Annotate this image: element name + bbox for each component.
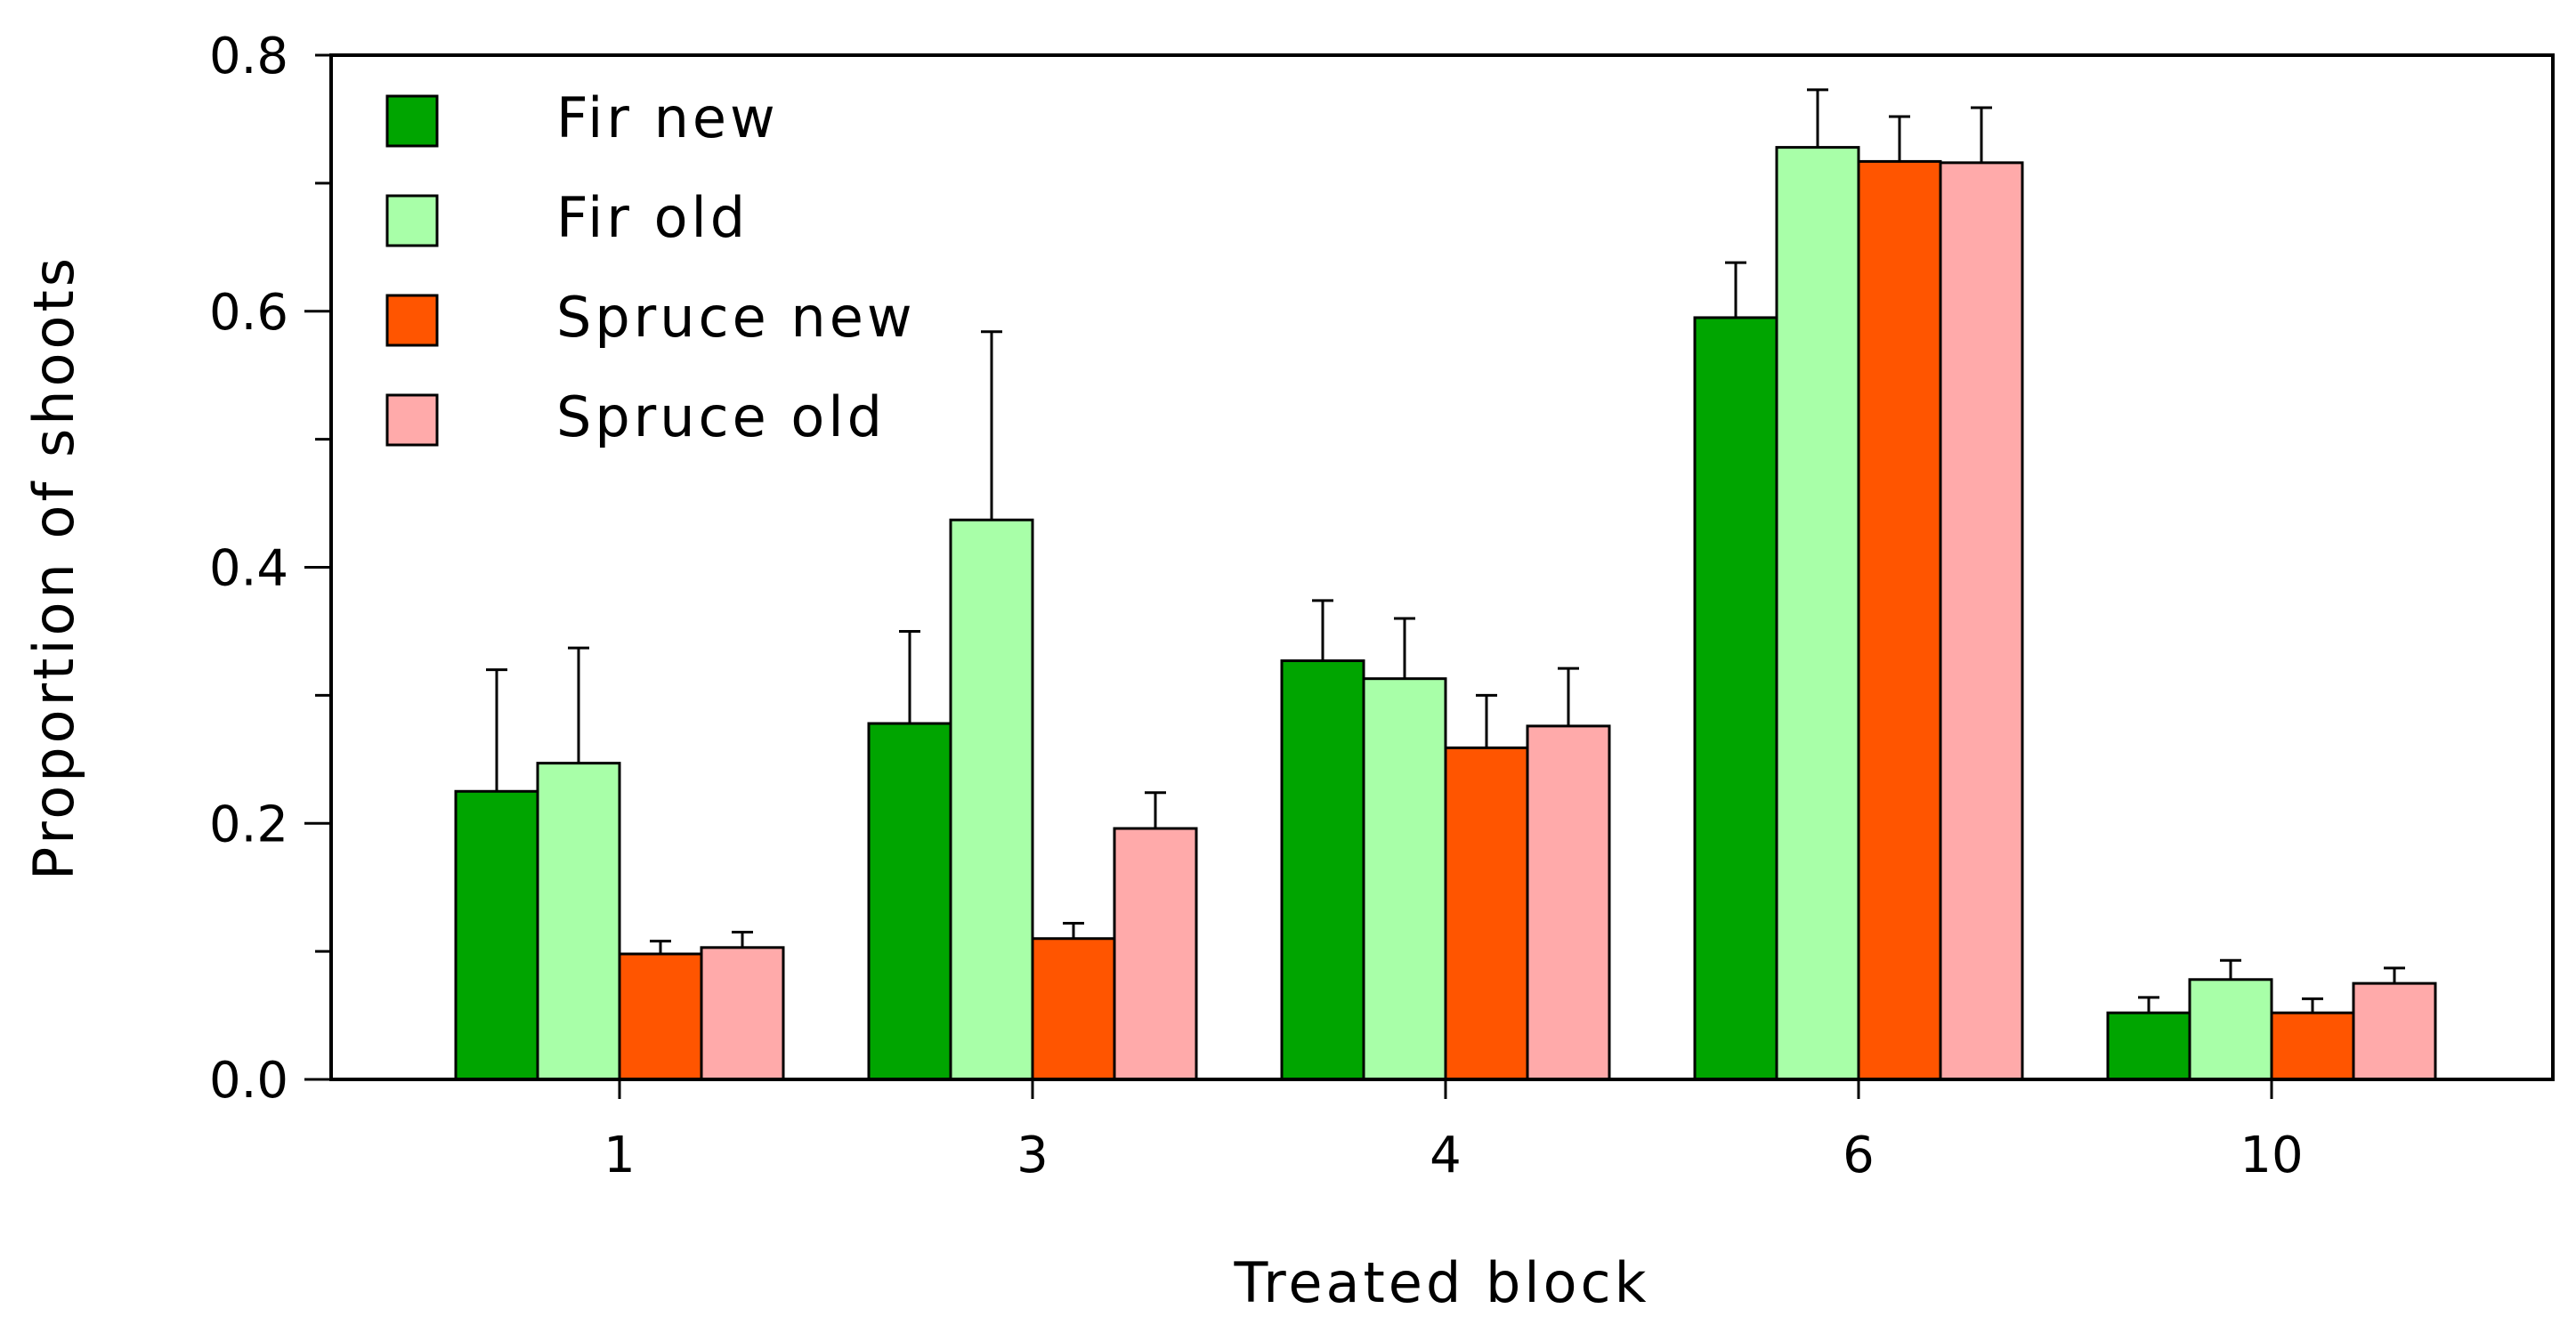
bar [1113,827,1198,1081]
legend: Fir new Fir old Spruce new Spruce old [385,85,916,449]
legend-swatch [385,94,439,148]
y-tick-label: 0.0 [209,1052,288,1110]
y-tick-label: 0.4 [209,540,288,598]
x-axis-label: Treated block [1233,1250,1649,1315]
x-tick-label: 1 [603,1127,636,1184]
bar [2270,1011,2355,1081]
legend-label: Spruce new [556,285,916,350]
bar [454,789,539,1081]
bar [1693,316,1778,1081]
y-tick-label: 0.2 [209,796,288,853]
bar [700,946,785,1081]
legend-swatch [385,194,439,247]
x-tick-label: 3 [1017,1127,1049,1184]
bar [618,952,703,1081]
bar [536,762,621,1081]
legend-label: Fir new [556,85,779,150]
y-tick-label: 0.6 [209,284,288,342]
bar [1939,161,2024,1081]
bar [867,722,952,1081]
bar [2352,982,2437,1081]
x-tick-label: 6 [1843,1127,1875,1184]
bar [1362,677,1447,1081]
x-tick-label: 10 [2240,1127,2303,1184]
legend-label: Spruce old [556,384,886,449]
legend-swatch [385,294,439,347]
legend-swatch [385,393,439,447]
x-tick-label: 4 [1430,1127,1462,1184]
bar [1031,937,1116,1081]
y-tick-label: 0.8 [209,28,288,85]
bars-layer [454,146,2437,1081]
legend-label: Fir old [556,185,749,250]
bar [1280,659,1365,1081]
bar [949,518,1034,1081]
bar [1444,746,1529,1081]
y-axis-label: Proportion of shoots [21,254,86,880]
bar [2188,978,2273,1081]
bar [1857,159,1942,1081]
bar [2106,1011,2191,1081]
ticks-layer: 1 3 4 6 10 0.0 0.2 0.4 0.6 0.8 [209,28,2304,1184]
error-bars-layer [486,88,2405,1014]
bar [1526,724,1611,1081]
bar [1775,146,1860,1081]
